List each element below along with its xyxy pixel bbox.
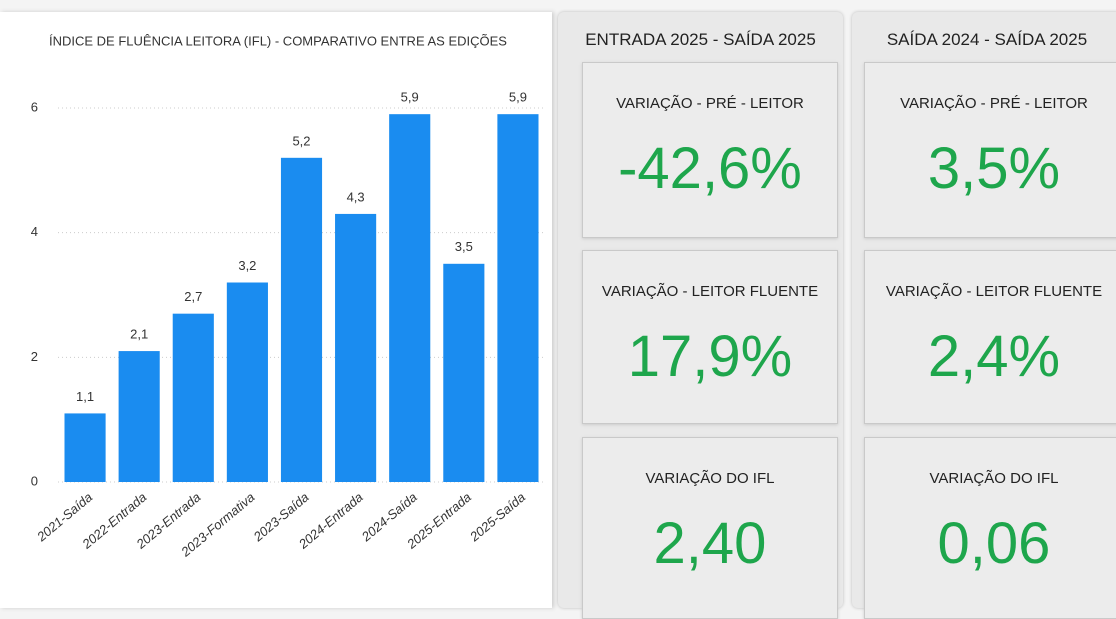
bar — [64, 413, 106, 482]
data-label: 4,3 — [347, 189, 365, 204]
bar — [280, 157, 323, 482]
panel-title: ENTRADA 2025 - SAÍDA 2025 — [585, 30, 816, 49]
y-tick-label: 4 — [31, 224, 38, 239]
bar — [335, 213, 377, 482]
kpi-label: VARIAÇÃO - LEITOR FLUENTE — [885, 283, 1103, 300]
bar — [389, 114, 431, 482]
data-label: 5,9 — [509, 90, 527, 105]
kpi-label: VARIAÇÃO - LEITOR FLUENTE — [601, 283, 819, 300]
kpi-label: VARIAÇÃO - PRÉ - LEITOR — [616, 95, 804, 112]
y-tick-label: 6 — [31, 99, 38, 114]
kpi-value: 3,5% — [927, 136, 1061, 201]
data-label: 5,2 — [292, 133, 310, 148]
bar — [497, 114, 539, 482]
kpi-card: VARIAÇÃO - PRÉ - LEITOR 3,5% — [864, 62, 1116, 238]
kpi-card: VARIAÇÃO DO IFL 2,40 — [582, 437, 838, 619]
kpi-value: 2,4% — [927, 324, 1061, 389]
data-label: 2,1 — [130, 327, 148, 342]
panel-title: SAÍDA 2024 - SAÍDA 2025 — [886, 30, 1088, 49]
data-label: 3,5 — [455, 239, 473, 254]
bar — [226, 282, 268, 482]
data-label: 1,1 — [76, 389, 94, 404]
kpi-card: VARIAÇÃO - LEITOR FLUENTE 2,4% — [864, 250, 1116, 424]
kpi-value: 17,9% — [627, 324, 793, 389]
kpi-value: 2,40 — [653, 511, 767, 576]
kpi-value: -42,6% — [618, 136, 802, 201]
kpi-panel: SAÍDA 2024 - SAÍDA 2025 VARIAÇÃO - PRÉ - … — [852, 12, 1116, 619]
bar — [118, 351, 160, 482]
kpi-card: VARIAÇÃO - PRÉ - LEITOR -42,6% — [582, 62, 838, 238]
kpi-label: VARIAÇÃO DO IFL — [929, 470, 1059, 487]
data-label: 2,7 — [184, 289, 202, 304]
kpi-card: VARIAÇÃO DO IFL 0,06 — [864, 437, 1116, 619]
chart: ÍNDICE DE FLUÊNCIA LEITORA (IFL) - COMPA… — [31, 33, 545, 560]
data-label: 3,2 — [238, 258, 256, 273]
kpi-label: VARIAÇÃO DO IFL — [645, 470, 775, 487]
kpi-label: VARIAÇÃO - PRÉ - LEITOR — [900, 95, 1088, 112]
chart-title: ÍNDICE DE FLUÊNCIA LEITORA (IFL) - COMPA… — [49, 33, 507, 48]
y-tick-label: 0 — [31, 473, 38, 488]
bar — [443, 263, 485, 482]
bar — [172, 313, 214, 482]
kpi-card: VARIAÇÃO - LEITOR FLUENTE 17,9% — [582, 250, 838, 424]
data-label: 5,9 — [401, 90, 419, 105]
x-tick-label: 2025-Saída — [466, 489, 528, 544]
kpi-value: 0,06 — [937, 511, 1051, 576]
chart-panel: ÍNDICE DE FLUÊNCIA LEITORA (IFL) - COMPA… — [0, 12, 552, 608]
y-tick-label: 2 — [31, 349, 38, 364]
kpi-panel: ENTRADA 2025 - SAÍDA 2025 VARIAÇÃO - PRÉ … — [558, 12, 843, 619]
